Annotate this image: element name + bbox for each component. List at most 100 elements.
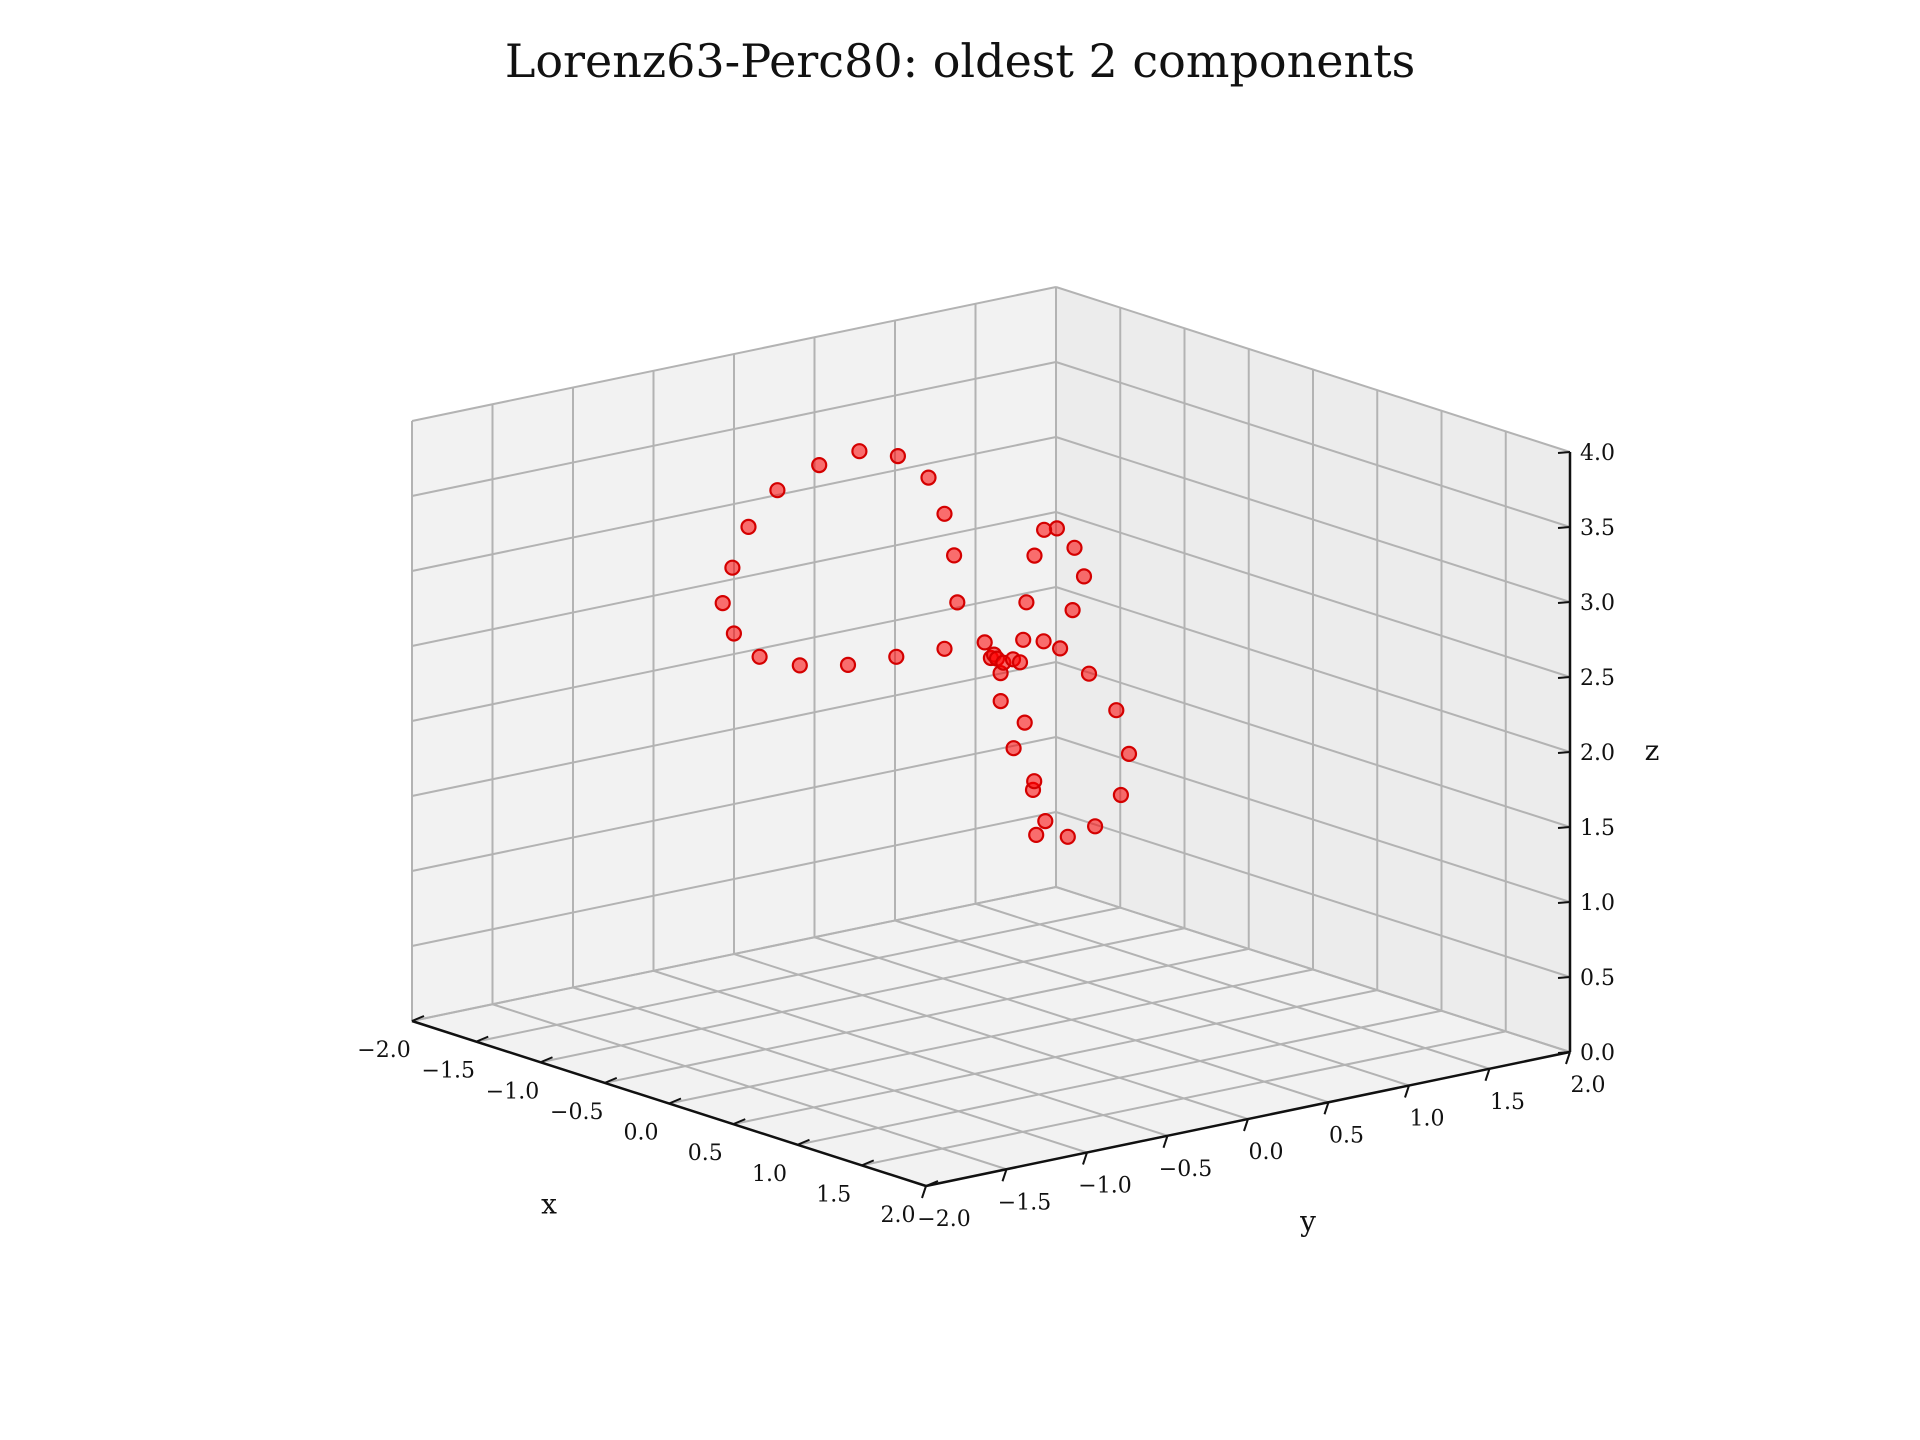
z-tick [1557,826,1571,829]
grid-line-z [1055,436,1571,603]
grid-line-z [1055,286,1571,453]
data-point [839,656,857,674]
data-point [1120,745,1138,763]
x-tick [540,1056,553,1064]
data-point [920,469,937,486]
x-tick-label: −1.0 [486,1079,539,1104]
x-axis-label: x [541,1188,557,1221]
z-tick-label: 2.0 [1580,741,1615,766]
data-point [1011,654,1029,671]
y-tick [1082,1152,1088,1165]
grid-line-x [797,1009,1442,1146]
x-tick-label: 1.0 [752,1162,787,1187]
y-tick [1565,1051,1571,1065]
y-tick-label: 0.5 [1329,1123,1364,1148]
x-tick [732,1118,746,1126]
grid-line-z [1055,511,1571,678]
data-point [1051,640,1069,657]
grid-line-x [733,989,1378,1126]
data-point [1018,594,1035,611]
data-point [1064,601,1081,619]
data-point [791,657,808,674]
x-tick [604,1076,618,1084]
data-point [888,648,905,665]
y-tick [1404,1085,1410,1098]
z-tick [1557,451,1571,454]
z-tick-label: 2.5 [1580,666,1615,691]
data-point [1015,631,1032,648]
data-point [1059,828,1076,845]
data-point [724,559,741,576]
data-point [714,594,731,612]
z-tick [1557,751,1571,754]
axis-lines [411,451,1572,1199]
data-point [725,625,743,642]
tick-labels: −2.0 −2.0 0.0 −1.5 −1.5 0.5 −1.0 −1.0 1.0 −0.5 −0.… [357,441,1659,1238]
grid-line-y [733,953,1249,1120]
y-tick-label: 2.0 [1571,1073,1606,1098]
grid-line-z [411,286,1057,422]
data-point [740,518,757,536]
grid-line-y [975,902,1490,1070]
x-tick [925,1180,939,1187]
y-tick [1162,1135,1169,1149]
data-point [1075,568,1093,585]
y-tick [921,1185,927,1199]
data-point [949,594,966,611]
x-tick-label: −2.0 [357,1038,410,1063]
data-point [1035,633,1052,650]
x-tick-label: 1.5 [816,1182,851,1207]
y-tick [1484,1068,1491,1082]
grid-line-z [411,361,1057,497]
data-point [976,634,993,651]
data-point [1028,826,1045,844]
z-tick-label: 0.0 [1580,1041,1615,1066]
y-tick-label: −1.0 [1078,1174,1131,1199]
grid-line-z [1055,361,1571,528]
data-point [936,505,953,522]
y-tick-label: 0.0 [1249,1140,1284,1165]
z-tick [1557,901,1571,904]
data-points [714,443,1138,845]
data-point [945,547,963,564]
y-tick-label: −0.5 [1159,1157,1212,1182]
data-point [1086,818,1104,835]
z-axis-label: z [1645,734,1660,767]
grid-line-x [861,1030,1506,1167]
y-tick [1323,1101,1330,1115]
data-point [889,448,907,465]
data-point [1035,521,1053,538]
y-tick-label: −2.0 [917,1207,970,1232]
data-point [1108,702,1125,719]
grid-line-y [894,919,1410,1087]
chart-title: Lorenz63-Perc80: oldest 2 components [504,34,1416,88]
y-tick [1243,1118,1249,1132]
data-point [1037,812,1054,830]
data-point [811,457,828,474]
z-tick [1557,601,1571,604]
y-tick-label: 1.5 [1490,1090,1525,1115]
x-tick [861,1159,875,1167]
x-tick-label: 0.0 [624,1121,659,1146]
z-tick [1557,526,1571,529]
data-point [1112,786,1130,804]
y-tick [1001,1168,1008,1182]
data-point [1005,740,1022,757]
z-tick-label: 1.5 [1580,816,1615,841]
x-tick-label: 2.0 [881,1203,916,1228]
grid-line-z [411,586,1057,722]
x-tick [411,1015,425,1022]
x-tick [668,1097,682,1105]
grid-line-y [814,936,1329,1104]
grid-line-y [1055,886,1571,1053]
y-axis-label: y [1299,1205,1316,1238]
z-tick-label: 4.0 [1580,441,1615,466]
grid-line-z [411,511,1057,647]
z-tick [1557,976,1571,979]
grid-line-z [1055,586,1571,753]
data-point [851,443,868,460]
data-point [751,648,768,665]
z-tick-label: 3.5 [1580,516,1615,541]
